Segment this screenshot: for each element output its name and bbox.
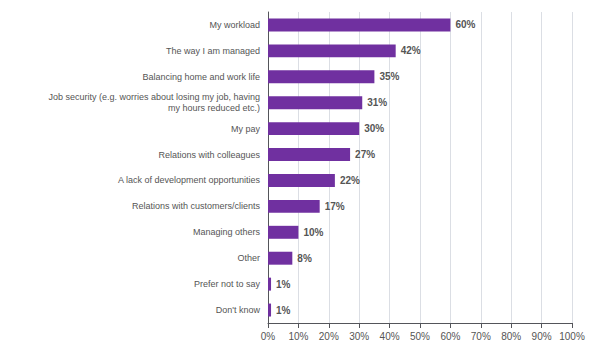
svg-text:Relations with customers/clien: Relations with customers/clients — [132, 201, 261, 211]
svg-text:8%: 8% — [297, 253, 312, 264]
svg-text:Balancing home and work life: Balancing home and work life — [142, 72, 260, 82]
svg-text:My pay: My pay — [231, 124, 261, 134]
svg-text:1%: 1% — [276, 279, 291, 290]
svg-text:70%: 70% — [471, 331, 491, 342]
svg-text:42%: 42% — [401, 45, 421, 56]
svg-text:Don't know: Don't know — [216, 305, 261, 315]
svg-text:Relations with colleagues: Relations with colleagues — [158, 150, 260, 160]
svg-text:10%: 10% — [288, 331, 308, 342]
svg-text:20%: 20% — [319, 331, 339, 342]
svg-text:17%: 17% — [325, 201, 345, 212]
svg-text:Job security (e.g. worries abo: Job security (e.g. worries about losing … — [48, 92, 260, 102]
svg-text:The way I am managed: The way I am managed — [166, 46, 260, 56]
svg-text:30%: 30% — [349, 331, 369, 342]
svg-text:50%: 50% — [410, 331, 430, 342]
svg-text:A lack of development opportun: A lack of development opportunities — [118, 175, 261, 185]
svg-text:27%: 27% — [355, 149, 375, 160]
svg-text:90%: 90% — [532, 331, 552, 342]
svg-text:80%: 80% — [501, 331, 521, 342]
svg-text:40%: 40% — [380, 331, 400, 342]
svg-text:10%: 10% — [303, 227, 323, 238]
svg-text:Managing others: Managing others — [193, 227, 261, 237]
svg-text:my hours reduced etc.): my hours reduced etc.) — [168, 103, 260, 113]
svg-text:1%: 1% — [276, 305, 291, 316]
svg-text:0%: 0% — [261, 331, 276, 342]
svg-text:35%: 35% — [379, 71, 399, 82]
svg-text:100%: 100% — [559, 331, 585, 342]
svg-text:Prefer not to say: Prefer not to say — [194, 279, 261, 289]
svg-text:My workload: My workload — [209, 20, 260, 30]
svg-text:Other: Other — [237, 253, 260, 263]
svg-text:30%: 30% — [364, 123, 384, 134]
svg-text:22%: 22% — [340, 175, 360, 186]
svg-text:60%: 60% — [455, 19, 475, 30]
svg-text:60%: 60% — [440, 331, 460, 342]
svg-text:31%: 31% — [367, 97, 387, 108]
